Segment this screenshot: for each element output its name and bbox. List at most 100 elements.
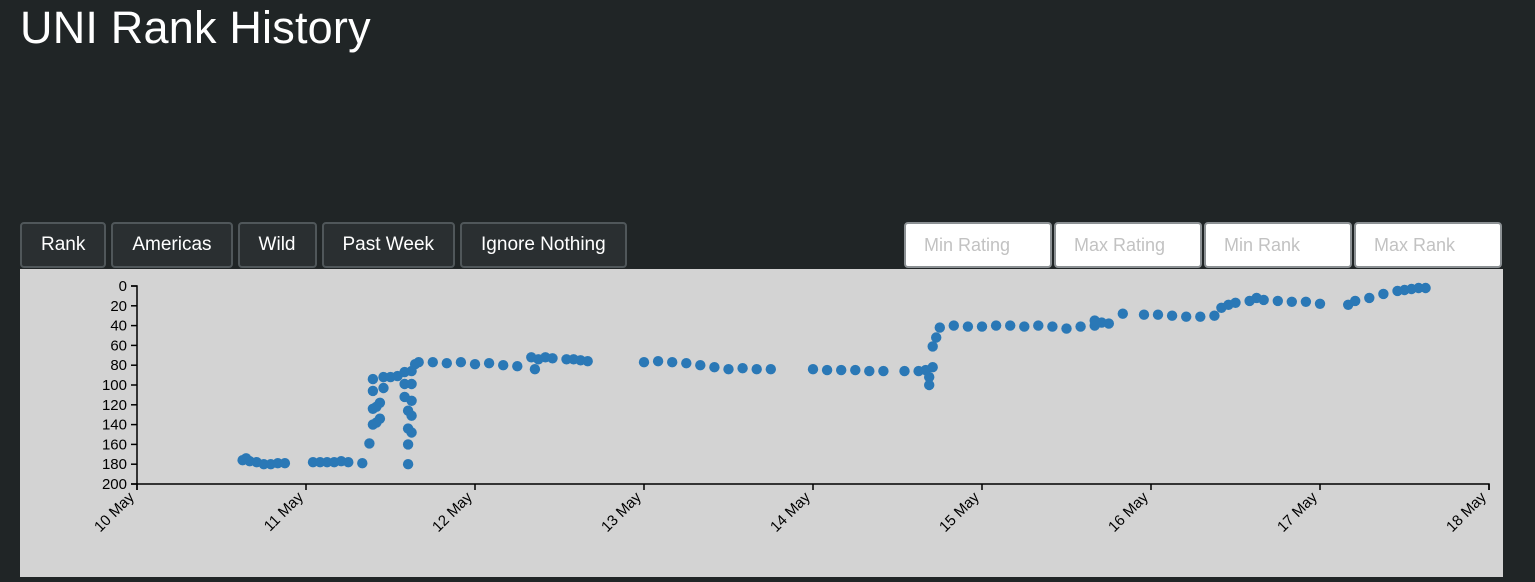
data-point	[483, 358, 495, 369]
data-point	[1230, 297, 1241, 308]
data-point	[406, 410, 417, 421]
data-point	[652, 356, 664, 367]
data-point	[402, 459, 414, 470]
data-point	[529, 364, 541, 375]
data-point	[413, 357, 424, 368]
data-point	[927, 362, 938, 373]
data-point	[1019, 321, 1030, 332]
data-point	[1300, 296, 1312, 307]
y-axis: 0 20 40 60 80 100 120 140 160 180 200	[102, 278, 138, 493]
page-title: UNI Rank History	[20, 2, 371, 53]
data-point	[1138, 309, 1150, 320]
data-point	[1181, 311, 1192, 322]
data-point	[850, 364, 861, 376]
y-tick-label: 40	[110, 318, 127, 335]
filter-bar	[904, 222, 1502, 268]
data-point	[807, 364, 819, 375]
time-range-button[interactable]: Past Week	[321, 222, 456, 268]
x-tick-label: 17 May	[1274, 488, 1321, 535]
data-point	[1075, 321, 1086, 332]
x-tick-label: 16 May	[1105, 488, 1152, 535]
data-point	[1350, 295, 1361, 307]
max-rank-input[interactable]	[1354, 222, 1502, 268]
y-tick-label: 60	[110, 337, 127, 354]
data-point	[962, 321, 974, 332]
y-tick-label: 120	[102, 397, 127, 414]
data-point	[976, 321, 988, 332]
data-point	[1420, 282, 1431, 294]
data-point	[681, 358, 692, 369]
x-tick-label: 11 May	[261, 488, 307, 534]
data-point	[1103, 318, 1115, 329]
data-point	[406, 395, 417, 406]
rank-history-chart: 0 20 40 60 80 100 120 140 160 180 200 10 May 11 May…	[91, 278, 1490, 536]
data-point	[1364, 292, 1375, 304]
data-point	[864, 365, 875, 377]
y-tick-label: 200	[102, 476, 127, 493]
data-point	[469, 359, 481, 370]
data-points	[237, 282, 1431, 470]
data-point	[406, 427, 417, 438]
data-point	[765, 364, 776, 375]
data-point	[1061, 323, 1072, 334]
toolbar: Rank Americas Wild Past Week Ignore Noth…	[20, 222, 627, 268]
data-point	[1152, 309, 1164, 320]
data-point	[364, 438, 375, 449]
data-point	[1195, 311, 1206, 322]
region-button[interactable]: Americas	[111, 222, 233, 268]
x-tick-label: 18 May	[1443, 488, 1490, 535]
y-tick-label: 100	[102, 377, 127, 394]
data-point	[367, 385, 379, 397]
data-point	[899, 365, 910, 377]
data-point	[1314, 298, 1326, 309]
data-point	[402, 439, 414, 450]
data-point	[836, 364, 847, 376]
ignore-button[interactable]: Ignore Nothing	[460, 222, 627, 268]
min-rating-input[interactable]	[904, 222, 1052, 268]
format-button[interactable]: Wild	[237, 222, 317, 268]
data-point	[1047, 321, 1058, 332]
x-tick-label: 15 May	[936, 488, 983, 535]
x-tick-label: 10 May	[91, 488, 138, 535]
data-point	[582, 356, 593, 367]
data-point	[737, 363, 748, 374]
rank-button[interactable]: Rank	[20, 222, 107, 268]
data-point	[1286, 296, 1298, 307]
data-point	[723, 364, 734, 375]
data-point	[1209, 310, 1220, 321]
y-tick-label: 80	[110, 357, 127, 374]
data-point	[427, 357, 438, 368]
data-point	[357, 458, 368, 469]
data-point	[924, 371, 935, 383]
data-point	[512, 361, 523, 372]
data-point	[931, 332, 942, 343]
data-point	[343, 457, 354, 468]
data-point	[1117, 308, 1129, 319]
data-point	[709, 362, 720, 373]
max-rating-input[interactable]	[1054, 222, 1202, 268]
data-point	[948, 320, 959, 331]
data-point	[1005, 320, 1016, 331]
x-tick-label: 12 May	[429, 488, 476, 535]
data-point	[927, 341, 938, 352]
data-point	[547, 353, 558, 364]
y-tick-label: 140	[102, 417, 127, 434]
data-point	[455, 357, 467, 368]
data-point	[1378, 288, 1389, 300]
data-point	[498, 360, 509, 371]
y-tick-label: 160	[102, 436, 127, 453]
data-point	[1272, 295, 1284, 307]
data-point	[1033, 320, 1044, 331]
y-tick-label: 20	[110, 298, 127, 315]
chart-panel: 0 20 40 60 80 100 120 140 160 180 200 10 May 11 May…	[20, 269, 1503, 577]
y-tick-label: 180	[102, 456, 127, 473]
data-point	[279, 458, 291, 469]
data-point	[367, 373, 379, 385]
data-point	[751, 364, 762, 375]
data-point	[1258, 294, 1269, 306]
data-point	[374, 397, 386, 408]
data-point	[934, 322, 945, 333]
min-rank-input[interactable]	[1204, 222, 1352, 268]
data-point	[441, 358, 452, 369]
x-tick-label: 14 May	[767, 488, 814, 535]
